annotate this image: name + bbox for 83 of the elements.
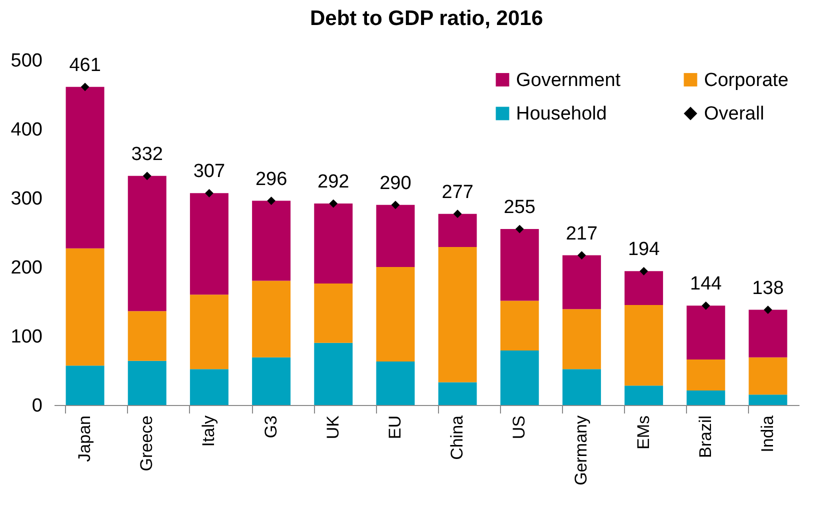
point <box>267 196 276 205</box>
point <box>515 224 524 234</box>
bar <box>624 304 664 386</box>
bar <box>314 284 353 343</box>
bar <box>500 300 539 350</box>
x-tick-label: China <box>448 414 467 460</box>
point <box>764 306 772 314</box>
y-tick-label: 0 <box>32 396 42 416</box>
data-label: 277 <box>442 182 474 203</box>
bar <box>252 280 291 358</box>
point <box>640 266 648 276</box>
data-label: 217 <box>566 223 598 244</box>
data-label: 307 <box>193 161 226 182</box>
bar <box>748 394 788 405</box>
bar <box>624 386 664 405</box>
bar <box>128 176 166 312</box>
x-tick-label: India <box>758 414 777 452</box>
bar <box>190 193 228 295</box>
data-label: 296 <box>255 168 288 190</box>
point <box>80 82 90 92</box>
x-tick-label: EU <box>385 416 404 440</box>
bar <box>376 362 415 405</box>
y-tick-label: 100 <box>10 326 42 348</box>
point <box>453 210 462 218</box>
data-label: 144 <box>690 274 722 295</box>
data-label: 332 <box>131 144 163 165</box>
bar <box>438 382 477 405</box>
bar <box>438 214 477 247</box>
x-tick-label: EMs <box>634 416 653 450</box>
point <box>578 251 586 260</box>
legend-label: Household <box>516 104 607 124</box>
y-tick-label: 200 <box>10 258 42 278</box>
x-tick-label: UK <box>323 414 342 440</box>
bar <box>190 369 228 405</box>
point <box>702 301 710 310</box>
x-tick-label: US <box>510 416 529 440</box>
point <box>391 200 400 210</box>
bar <box>748 357 788 395</box>
bar <box>314 204 353 284</box>
data-label: 290 <box>380 172 412 194</box>
point <box>329 199 338 208</box>
point <box>205 188 214 198</box>
x-tick-label: Japan <box>75 416 94 462</box>
bar <box>128 311 166 361</box>
data-label: 461 <box>69 54 101 76</box>
x-tick-label: G3 <box>261 416 280 438</box>
data-label: 138 <box>752 278 784 299</box>
legend-label: Government <box>516 70 622 91</box>
x-tick-label: Italy <box>199 415 218 447</box>
bar <box>252 357 291 405</box>
bar <box>252 200 291 281</box>
x-tick-label: Germany <box>572 415 591 486</box>
bar <box>376 267 415 362</box>
legend-label: Corporate <box>704 70 788 91</box>
bar <box>562 309 601 370</box>
bar <box>686 390 726 405</box>
bar <box>562 369 601 405</box>
bar <box>190 294 228 370</box>
data-label: 292 <box>318 172 350 193</box>
bar <box>66 86 104 248</box>
chart-title: Debt to GDP ratio, 2016 <box>310 7 544 30</box>
legend-label: Overall <box>704 104 764 124</box>
bar <box>376 204 415 267</box>
y-tick-label: 300 <box>10 188 42 210</box>
data-label: 194 <box>628 239 660 260</box>
bar <box>66 248 104 366</box>
bar <box>66 366 104 405</box>
bar <box>624 271 664 305</box>
bar <box>500 350 539 405</box>
bar <box>686 359 726 391</box>
bar <box>314 342 353 405</box>
bar <box>500 229 539 301</box>
bar <box>748 310 788 358</box>
x-tick-label: Greece <box>137 416 156 472</box>
y-tick-label: 400 <box>10 120 42 140</box>
point <box>142 172 152 180</box>
x-tick-label: Brazil <box>696 416 715 458</box>
bar <box>686 306 726 360</box>
y-tick-label: 500 <box>10 50 42 72</box>
bar <box>438 246 477 382</box>
data-label: 255 <box>504 197 536 218</box>
bar <box>562 255 601 310</box>
bar <box>128 360 166 405</box>
